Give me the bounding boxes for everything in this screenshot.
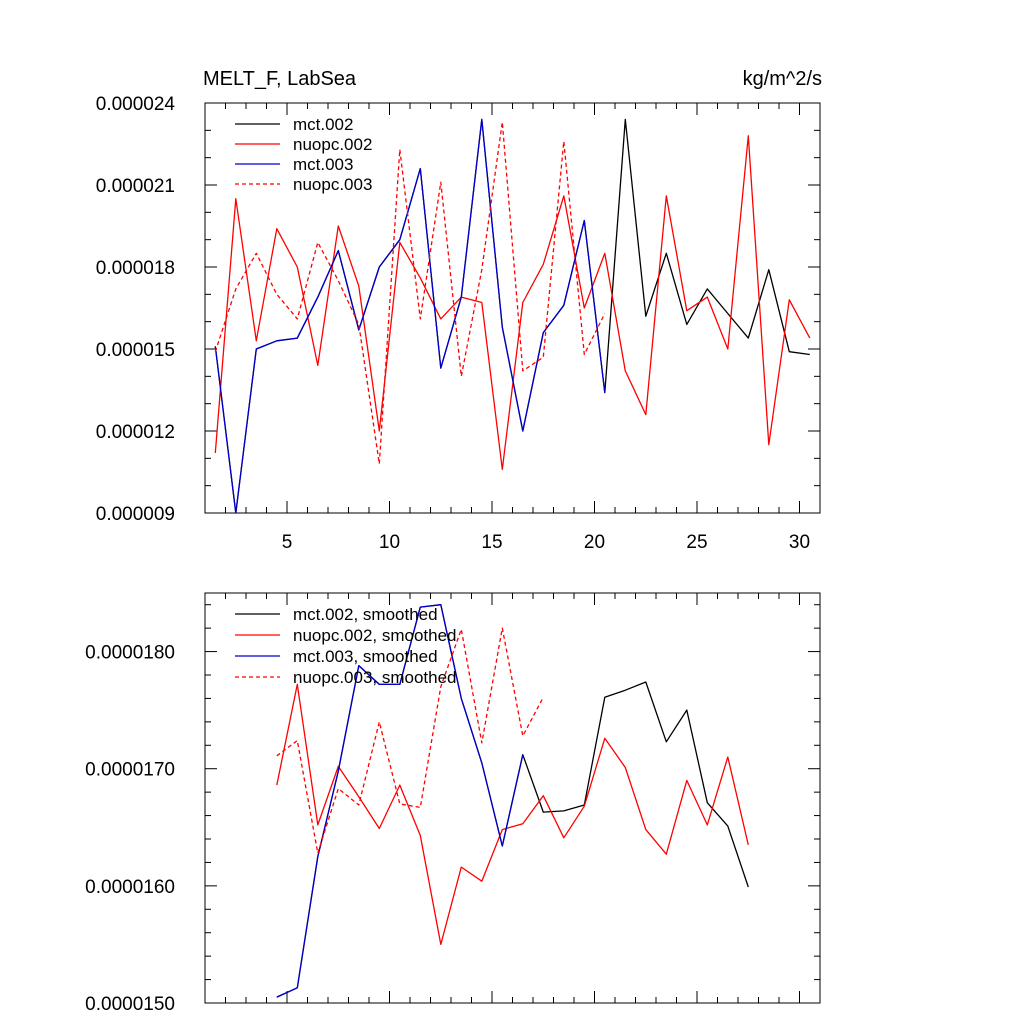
- top-panel: MELT_F, LabSea kg/m^2/s 5 10 15 20 25 30 0.000…: [96, 68, 822, 553]
- y-tick-label: 0.000024: [96, 94, 176, 115]
- y-tick-label: 0.000009: [96, 504, 175, 525]
- y-tick-label: 0.000012: [96, 422, 175, 443]
- y-tick-label: 0.0000150: [85, 994, 175, 1015]
- bottom-panel: 0.0000150 0.0000160 0.0000170 0.0000180 mct.…: [85, 592, 821, 1015]
- x-tick-label: 25: [686, 532, 707, 553]
- legend-label: mct.003, smoothed: [293, 647, 438, 666]
- y-tick-label: 0.0000180: [85, 643, 175, 664]
- y-tick-label: 0.000015: [96, 340, 175, 361]
- y-tick-label: 0.000021: [96, 176, 175, 197]
- x-tick-label: 5: [282, 532, 293, 553]
- chart-title-left: MELT_F, LabSea: [203, 68, 357, 90]
- legend-label: mct.003: [293, 155, 353, 174]
- x-tick-label: 30: [789, 532, 810, 553]
- legend-label: mct.002: [293, 115, 353, 134]
- y-tick-label: 0.000018: [96, 258, 175, 279]
- chart-title-units: kg/m^2/s: [743, 68, 822, 90]
- legend-label: mct.002, smoothed: [293, 605, 438, 624]
- series-line-nuopc-003: [214, 121, 606, 465]
- bottom-legend: mct.002, smoothed nuopc.002, smoothed mct.…: [235, 605, 457, 687]
- series-line-nuopc-002-smoothed: [276, 683, 749, 946]
- y-tick-label: 0.0000160: [85, 877, 175, 898]
- series-line-nuopc-003-smoothed: [276, 627, 544, 854]
- x-tick-label: 20: [584, 532, 605, 553]
- legend-label: nuopc.002, smoothed: [293, 626, 457, 645]
- legend-label: nuopc.003, smoothed: [293, 668, 457, 687]
- series-line-nuopc-002: [214, 135, 811, 470]
- x-tick-label: 10: [379, 532, 400, 553]
- legend-label: nuopc.002: [293, 135, 372, 154]
- y-tick-label: 0.0000170: [85, 760, 175, 781]
- legend-label: nuopc.003: [293, 175, 372, 194]
- series-line-mct-003: [214, 118, 606, 514]
- series-line-mct-003-smoothed: [276, 604, 524, 998]
- x-tick-label: 15: [481, 532, 502, 553]
